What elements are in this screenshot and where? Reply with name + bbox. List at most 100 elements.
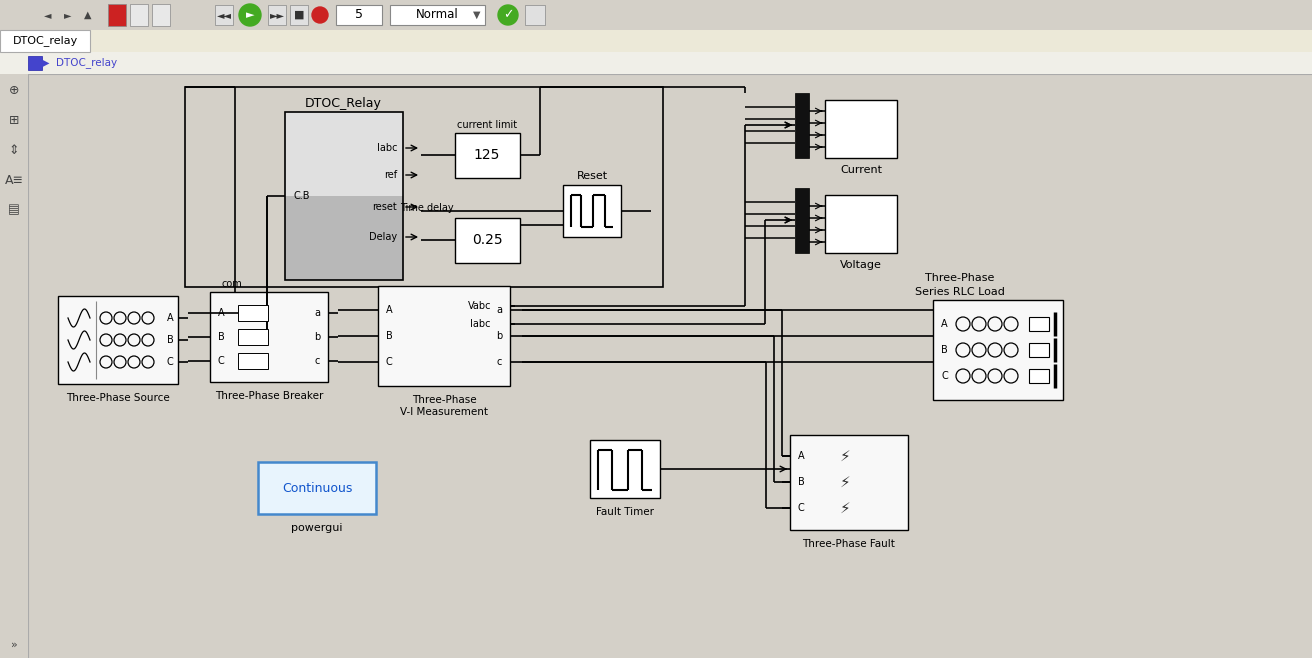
Text: ■: ■ [294,10,304,20]
Text: c: c [315,356,320,366]
Text: ref: ref [384,170,398,180]
Text: ▼: ▼ [474,10,480,20]
Bar [0,30,1312,52]
Text: Continuous: Continuous [282,482,352,495]
Text: B: B [941,345,947,355]
Text: ▤: ▤ [8,203,20,216]
Bar [790,435,908,530]
Circle shape [499,5,518,25]
Text: ◄◄: ◄◄ [216,10,231,20]
Bar [933,300,1063,400]
Text: a: a [314,308,320,318]
Text: ⊕: ⊕ [9,84,20,97]
Text: C: C [386,357,392,367]
Text: V-I Measurement: V-I Measurement [400,407,488,417]
Text: com: com [222,279,243,289]
Text: b: b [314,332,320,342]
Text: A: A [798,451,804,461]
Text: ▶: ▶ [42,58,50,68]
Text: C: C [167,357,173,367]
Text: A: A [386,305,392,315]
Text: Time delay: Time delay [400,203,454,213]
Text: ►: ► [245,10,255,20]
Bar [210,292,328,382]
Text: Series RLC Load: Series RLC Load [914,287,1005,297]
Bar [185,87,663,287]
Text: C: C [798,503,804,513]
Text: c: c [497,357,502,367]
Bar [590,440,660,498]
Text: ◄: ◄ [45,10,51,20]
Bar [455,218,520,263]
Text: a: a [496,305,502,315]
Bar [0,0,1312,30]
Text: Voltage: Voltage [840,260,882,270]
Text: DTOC_relay: DTOC_relay [56,57,117,68]
Text: powergui: powergui [291,523,342,533]
Text: Current: Current [840,165,882,175]
Bar [825,100,897,158]
Bar [1029,317,1050,331]
Text: A: A [218,308,224,318]
Text: Iabc: Iabc [377,143,398,153]
Text: ►: ► [64,10,72,20]
Bar [563,185,621,237]
Text: reset: reset [373,202,398,212]
Bar [152,4,171,26]
Bar [258,462,377,514]
Bar [1029,343,1050,357]
Bar [285,112,403,196]
Bar [285,196,403,280]
Bar [237,353,268,369]
Bar [237,329,268,345]
Bar [130,4,148,26]
Bar [58,296,178,384]
Text: Fault Timer: Fault Timer [596,507,653,517]
Text: Reset: Reset [576,171,607,181]
Bar [28,56,42,70]
Text: ⚡: ⚡ [840,449,850,463]
Bar [215,5,234,25]
Text: Three-Phase Breaker: Three-Phase Breaker [215,391,323,401]
Bar [0,30,91,52]
Bar [108,4,126,26]
Bar [795,93,810,158]
Text: A: A [941,319,947,329]
Text: ⇕: ⇕ [9,143,20,157]
Bar [825,195,897,253]
Bar [268,5,286,25]
Text: »: » [10,640,17,650]
Bar [285,112,403,280]
Text: b: b [496,331,502,341]
Bar [290,5,308,25]
Bar [0,52,1312,74]
Text: A≡: A≡ [4,174,24,186]
Text: current limit: current limit [457,120,517,130]
Text: C.B: C.B [293,191,310,201]
Text: ▲: ▲ [84,10,92,20]
Text: Normal: Normal [416,9,458,22]
Bar [455,133,520,178]
Text: Vabc: Vabc [468,301,492,311]
Bar [525,5,544,25]
Text: ●: ● [316,11,324,20]
Bar [336,5,382,25]
Bar [795,188,810,253]
Bar [390,5,485,25]
Bar [237,305,268,321]
Text: DTOC_relay: DTOC_relay [12,36,77,47]
Text: 0.25: 0.25 [472,233,502,247]
Bar [1029,369,1050,383]
Circle shape [239,4,261,26]
Text: Iabc: Iabc [470,319,491,329]
Text: ⚡: ⚡ [840,501,850,515]
Text: B: B [386,331,392,341]
Text: ✓: ✓ [502,9,513,22]
Text: A: A [167,313,173,323]
Text: ►►: ►► [269,10,285,20]
Text: Three-Phase: Three-Phase [925,273,994,283]
Text: Three-Phase Fault: Three-Phase Fault [803,539,895,549]
Bar [378,286,510,386]
Text: 5: 5 [356,9,363,22]
Text: Delay: Delay [369,232,398,242]
